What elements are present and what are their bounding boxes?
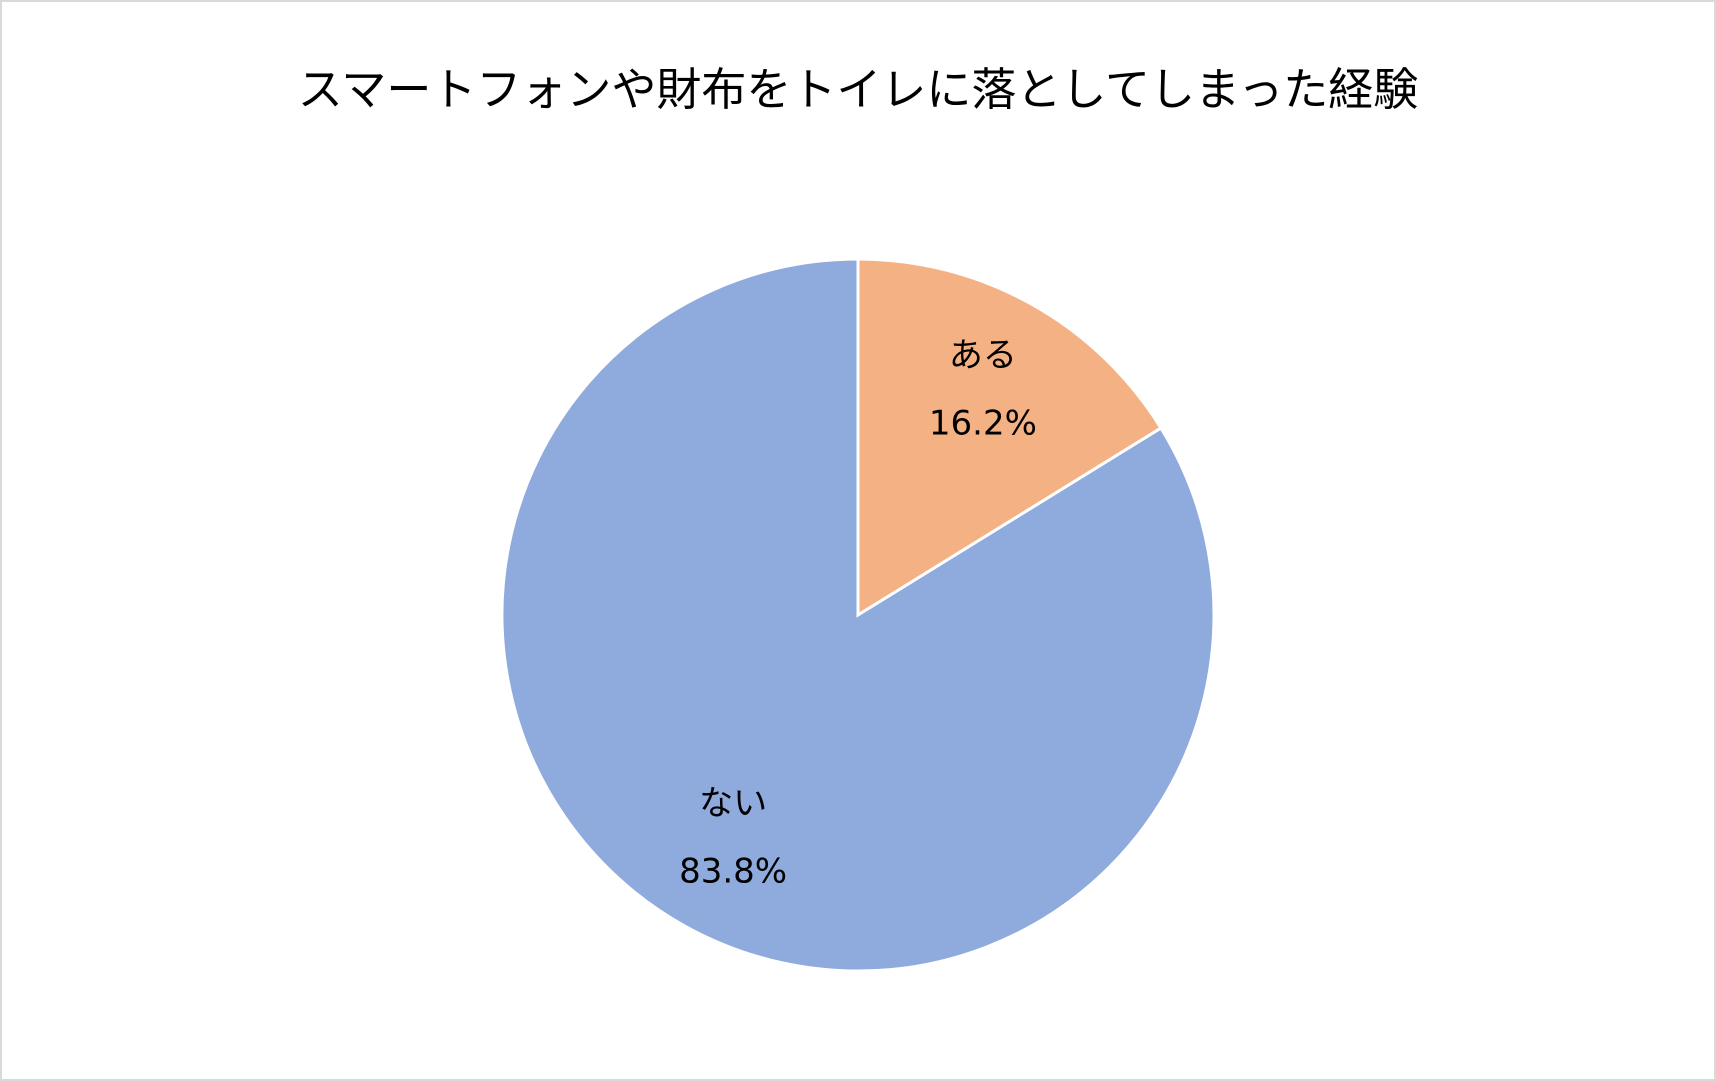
slice-value-label: 16.2%: [929, 404, 1037, 444]
slice-value-label: 83.8%: [679, 851, 787, 891]
slice-category-label: ない: [699, 783, 767, 823]
chart-title: スマートフォンや財布をトイレに落としてしまった経験: [298, 63, 1419, 116]
pie-slice: [500, 257, 1216, 973]
slice-category-label: ある: [949, 336, 1017, 376]
pie-slice: [856, 257, 1164, 618]
